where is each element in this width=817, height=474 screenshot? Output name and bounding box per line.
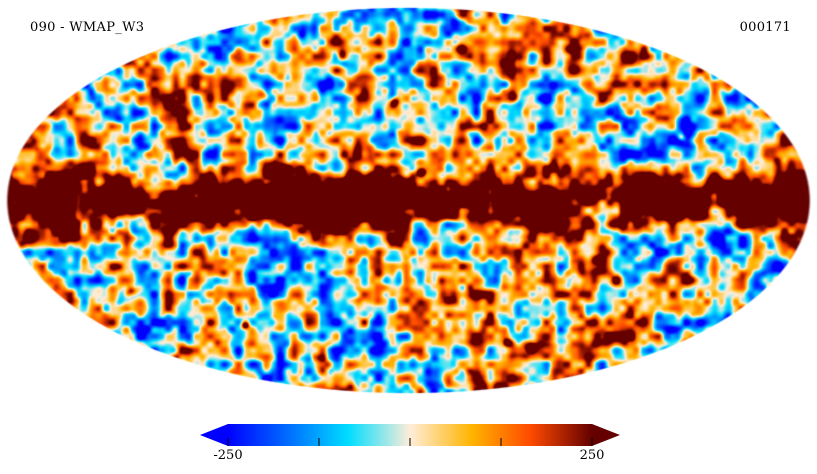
colorbar-underflow-arrow (200, 424, 228, 446)
colorbar-overflow-arrow (592, 424, 620, 446)
map-title: 090 - WMAP_W3 (30, 20, 145, 35)
colorbar-tick-label-max: 250 (579, 448, 605, 463)
mollweide-sky-map (0, 0, 817, 400)
colorbar-tick-label-min: -250 (213, 448, 243, 463)
map-id-label: 000171 (739, 20, 791, 35)
colorbar (200, 424, 620, 446)
